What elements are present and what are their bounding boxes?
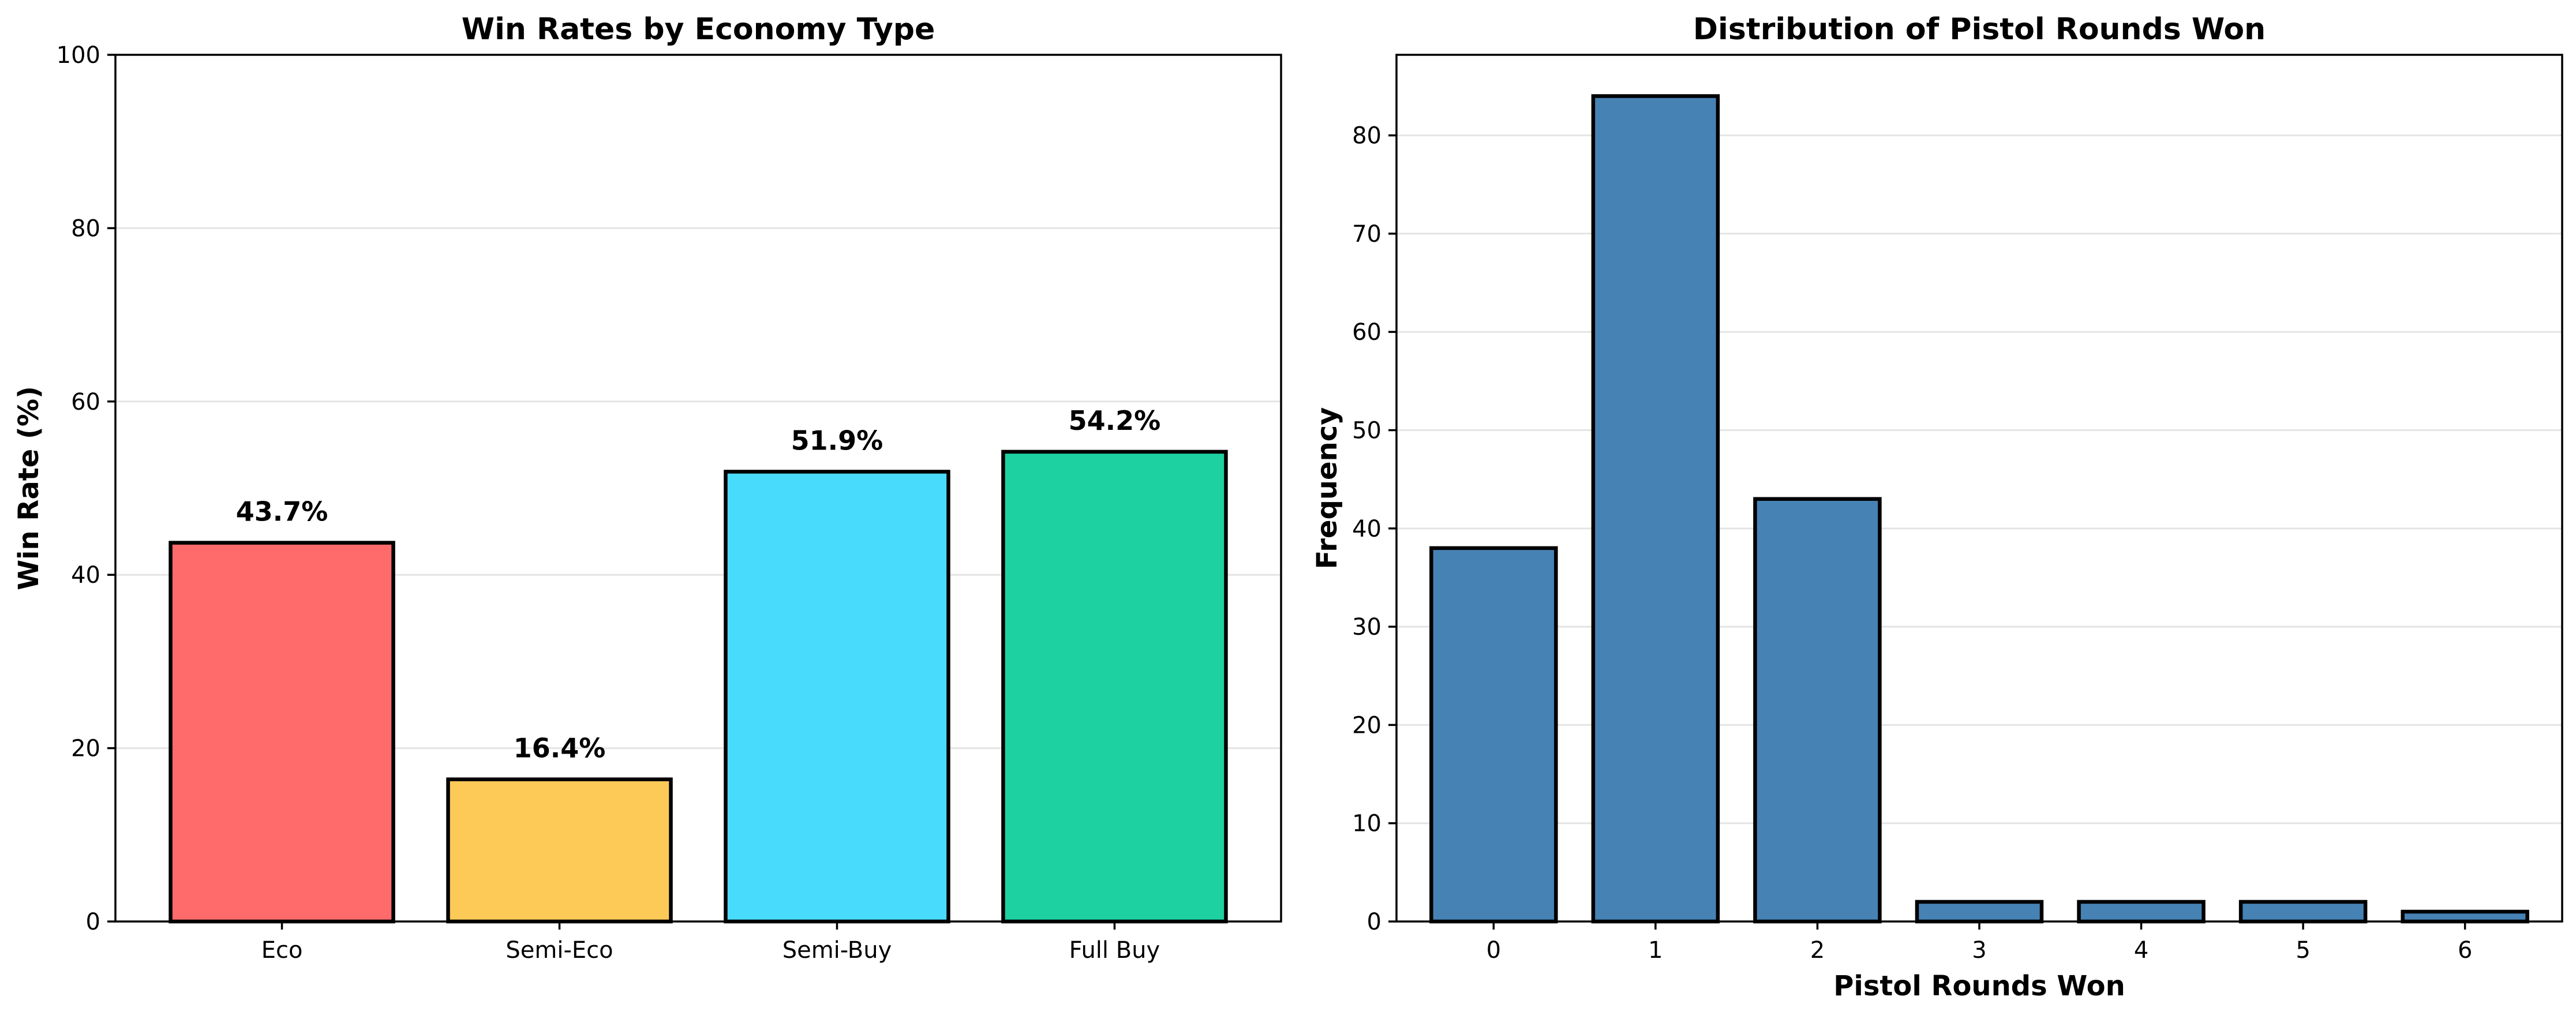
economy-bar-eco [169,541,395,924]
economy-data-label: 54.2% [1069,405,1161,436]
economy-bar-full-buy [1001,449,1228,924]
pistol-y-tick-label: 50 [1352,418,1381,444]
pistol-y-tick-label: 70 [1352,221,1381,248]
economy-x-tick-label: Eco [261,937,303,964]
economy-data-label: 51.9% [791,425,883,456]
pistol-y-tick-label: 30 [1352,614,1381,640]
economy-x-tick-label: Semi-Eco [506,937,613,964]
economy-y-tick-label: 40 [71,562,100,589]
economy-plot-frame [114,54,1282,923]
pistol-bar-5 [2238,900,2368,924]
pistol-x-tick-label: 6 [2458,937,2472,964]
pistol-chart-title: Distribution of Pistol Rounds Won [1693,12,2266,47]
pistol-chart-x-axis-label: Pistol Rounds Won [1833,970,2125,1002]
pistol-x-tick-label: 2 [1810,937,1825,964]
pistol-bar-3 [1915,900,2044,924]
economy-data-label: 16.4% [514,733,606,764]
economy-chart-y-axis-label: Win Rate (%) [13,386,45,590]
economy-bar-semi-buy [724,470,950,924]
economy-y-tick-label: 80 [71,215,100,242]
pistol-x-tick-label: 4 [2134,937,2148,964]
economy-y-tick-label: 0 [86,909,100,935]
pistol-x-tick-label: 3 [1972,937,1986,964]
economy-win-rate-chart: Win Rates by Economy Type Win Rate (%) 4… [13,12,1282,964]
economy-x-tick-label: Semi-Buy [782,937,892,964]
pistol-y-tick-label: 80 [1352,123,1381,149]
pistol-y-tick-label: 60 [1352,319,1381,346]
pistol-x-tick-label: 5 [2296,937,2310,964]
economy-chart-title: Win Rates by Economy Type [462,12,935,47]
pistol-bar-6 [2401,909,2529,924]
pistol-x-tick-label: 1 [1648,937,1663,964]
economy-x-tick-label: Full Buy [1069,937,1160,964]
pistol-y-tick-label: 10 [1352,811,1381,837]
pistol-plot-frame [1395,54,2563,923]
pistol-chart-y-axis-label: Frequency [1311,407,1343,570]
pistol-y-tick-label: 20 [1352,712,1381,739]
economy-bar-semi-eco [446,777,673,924]
pistol-bar-1 [1591,94,1720,924]
pistol-x-tick-label: 0 [1487,937,1501,964]
economy-y-tick-label: 100 [57,42,100,69]
economy-data-label: 43.7% [236,496,328,527]
economy-y-tick-label: 20 [71,736,100,762]
pistol-rounds-chart: Distribution of Pistol Rounds Won Freque… [1311,12,2563,1002]
pistol-y-tick-label: 40 [1352,516,1381,542]
pistol-bar-4 [2077,900,2206,924]
economy-y-tick-label: 60 [71,389,100,415]
pistol-y-tick-label: 0 [1367,909,1381,935]
pistol-bar-2 [1753,497,1882,924]
pistol-bar-0 [1429,546,1558,924]
